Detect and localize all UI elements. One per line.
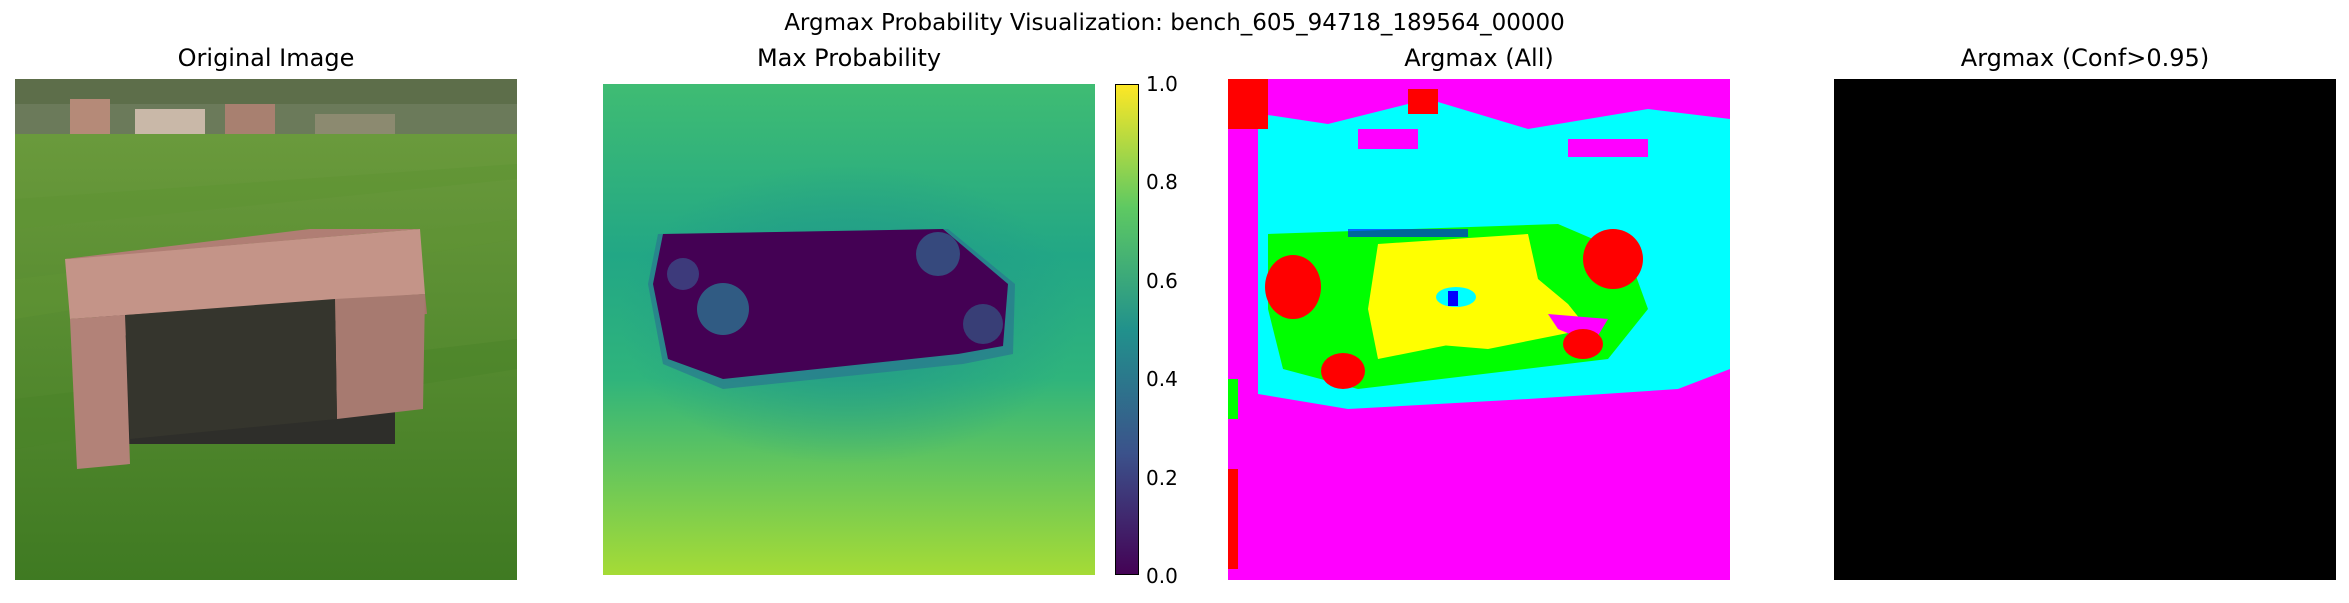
colorbar [1115,84,1139,575]
figure-title: Argmax Probability Visualization: bench_… [784,10,1565,36]
colorbar-tick-5: 1.0 [1146,72,1178,96]
colorbar-tick-1: 0.2 [1146,466,1178,490]
colorbar-tick-4: 0.8 [1146,170,1178,194]
panel-title-original: Original Image [177,44,355,72]
panel-title-max-prob: Max Probability [756,44,942,72]
colorbar-tick-0: 0.0 [1146,564,1178,588]
colorbar-tick-3: 0.6 [1146,269,1178,293]
max-probability-map [603,84,1095,575]
argmax-confident-map [1834,79,2336,580]
original-image [15,79,517,580]
argmax-all-map [1228,79,1730,580]
panel-title-argmax-all: Argmax (All) [1404,44,1554,72]
colorbar-tick-2: 0.4 [1146,367,1178,391]
panel-title-argmax-conf: Argmax (Conf>0.95) [1960,44,2210,72]
